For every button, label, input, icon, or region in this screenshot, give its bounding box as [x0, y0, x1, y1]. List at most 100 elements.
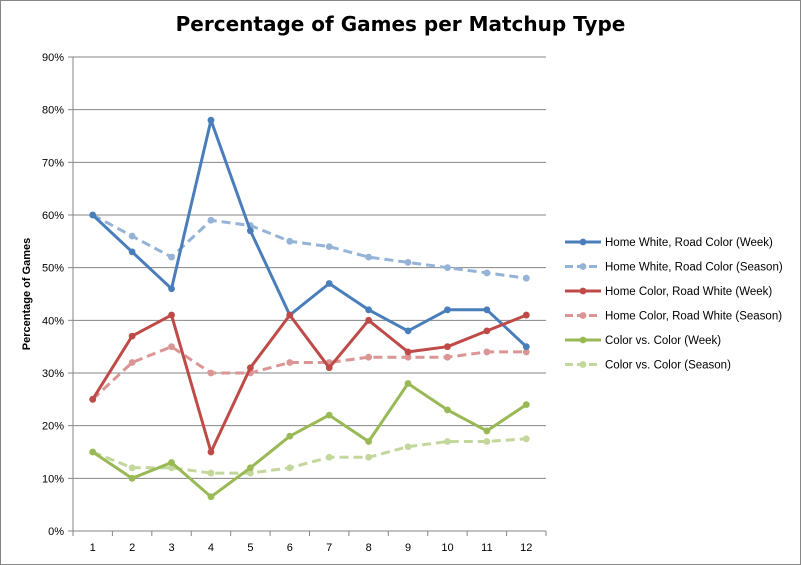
chart-title: Percentage of Games per Matchup Type [175, 12, 626, 36]
data-point [168, 253, 175, 261]
data-point [365, 316, 373, 324]
x-tick-label: 11 [481, 542, 492, 554]
data-point [483, 348, 491, 356]
data-point [365, 438, 373, 445]
data-point [325, 453, 333, 461]
data-point [365, 253, 373, 261]
data-point [325, 243, 333, 251]
y-tick-label: 30% [42, 368, 64, 380]
legend-marker [579, 263, 587, 270]
data-point [89, 395, 97, 403]
data-point [168, 343, 175, 351]
data-point [128, 474, 136, 482]
data-point [404, 259, 412, 266]
data-point [444, 438, 451, 445]
data-point [522, 311, 530, 319]
legend-marker [579, 238, 587, 246]
data-point [444, 264, 451, 272]
data-point [444, 306, 451, 314]
legend-marker [579, 312, 587, 319]
y-tick-label: 10% [42, 473, 64, 485]
series-line-4 [91, 345, 527, 401]
data-point [522, 343, 530, 351]
data-point [128, 332, 136, 340]
data-point [207, 448, 215, 456]
data-point [246, 469, 254, 477]
x-tick-label: 7 [326, 542, 332, 554]
legend-label: Color vs. Color (Season) [605, 360, 731, 372]
y-tick-label: 80% [42, 105, 64, 117]
legend-label: Home White, Road Color (Week) [605, 237, 773, 249]
data-point [404, 443, 412, 451]
data-point [89, 211, 97, 219]
data-point [522, 401, 530, 408]
data-point [207, 493, 215, 501]
x-tick-label: 12 [520, 542, 532, 554]
data-point [128, 464, 136, 472]
data-point [522, 274, 530, 282]
data-point [128, 248, 136, 256]
data-point [128, 359, 136, 366]
series-line-3 [91, 313, 527, 454]
data-point [483, 327, 491, 335]
series-line-5 [91, 382, 528, 499]
legend-label: Color vs. Color (Week) [605, 335, 721, 347]
data-point [89, 448, 97, 456]
legend-label: Home Color, Road White (Week) [605, 286, 772, 298]
data-point [483, 269, 491, 277]
data-point [168, 285, 175, 293]
data-point [246, 364, 254, 372]
y-tick-label: 0% [48, 526, 64, 538]
series-line-2 [91, 213, 527, 280]
legend-marker [579, 361, 587, 368]
legend-label: Home Color, Road White (Season) [605, 311, 782, 323]
data-point [207, 116, 215, 124]
data-point [404, 348, 412, 356]
data-point [404, 327, 412, 335]
data-point [207, 216, 215, 224]
y-tick-label: 40% [42, 315, 64, 327]
data-point [365, 306, 373, 314]
data-point [444, 343, 451, 351]
y-tick-label: 90% [42, 52, 64, 64]
series-line-1 [91, 118, 528, 348]
data-point [207, 369, 215, 377]
data-point [246, 464, 254, 472]
legend-marker [579, 336, 587, 344]
legend-marker [579, 287, 587, 295]
data-point [483, 306, 491, 314]
data-point [444, 353, 451, 361]
data-point [365, 353, 373, 361]
data-point [404, 380, 412, 387]
legend-label: Home White, Road Color (Season) [605, 262, 783, 274]
x-tick-label: 9 [405, 542, 411, 554]
data-point [246, 227, 254, 235]
x-tick-label: 8 [366, 542, 372, 554]
data-point [128, 232, 136, 240]
data-point [286, 432, 294, 440]
data-point [325, 364, 333, 372]
data-point [286, 359, 294, 366]
x-tick-label: 10 [441, 542, 453, 554]
y-tick-label: 60% [42, 210, 64, 222]
data-point [286, 237, 294, 245]
series-line-6 [92, 437, 527, 475]
x-tick-label: 2 [129, 542, 135, 554]
y-axis-label: Percentage of Games [21, 238, 33, 351]
x-tick-label: 4 [208, 542, 214, 554]
data-point [286, 311, 294, 319]
data-point [483, 427, 491, 435]
data-point [522, 435, 530, 443]
x-tick-label: 1 [90, 542, 96, 554]
data-point [168, 464, 175, 472]
x-tick-label: 3 [168, 542, 174, 554]
data-point [483, 438, 491, 445]
y-tick-label: 20% [42, 421, 64, 433]
x-tick-label: 6 [287, 542, 293, 554]
data-point [522, 348, 530, 356]
data-point [365, 453, 373, 461]
data-point [207, 469, 215, 477]
data-point [286, 464, 294, 472]
data-point [404, 353, 412, 361]
